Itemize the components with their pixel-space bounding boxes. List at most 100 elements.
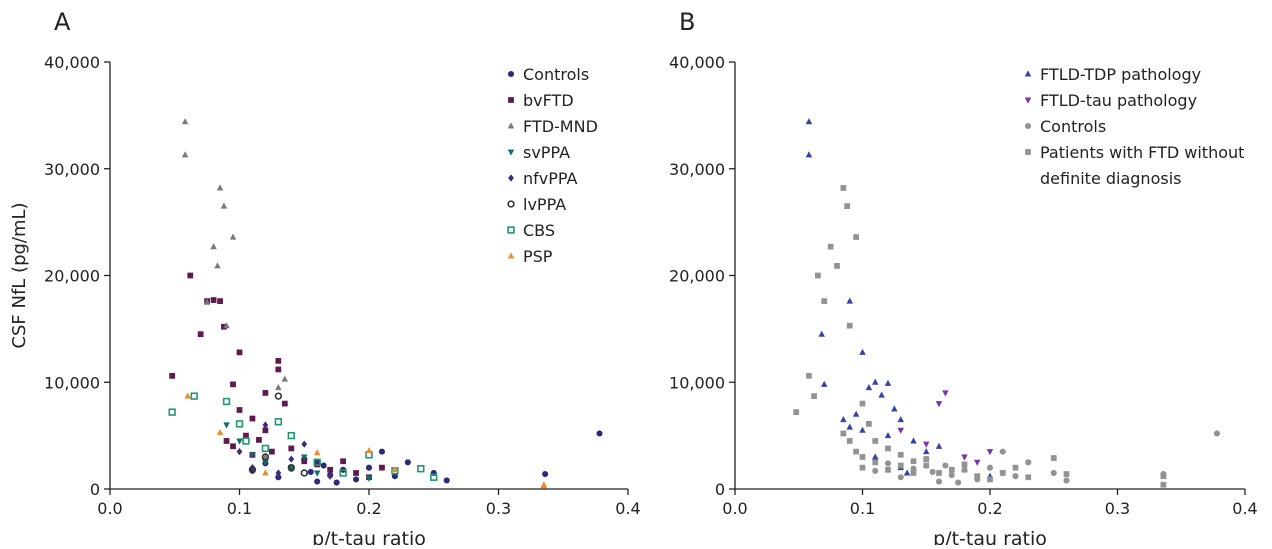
point: [1063, 477, 1070, 484]
point: [1024, 70, 1032, 77]
point: [281, 400, 288, 407]
point: [216, 184, 224, 191]
legend-marker: [1024, 97, 1032, 104]
point: [261, 453, 270, 461]
point: [942, 462, 949, 469]
point: [301, 458, 308, 465]
point: [236, 448, 243, 456]
point: [268, 448, 275, 455]
point: [287, 431, 295, 440]
panel-label: B: [679, 8, 695, 36]
x-axis-label: p/t-tau ratio: [312, 528, 426, 545]
point: [169, 372, 176, 379]
point: [221, 323, 227, 330]
point: [507, 252, 515, 259]
point: [793, 409, 800, 416]
point: [1025, 474, 1032, 481]
point: [187, 272, 194, 279]
point: [961, 454, 968, 461]
point: [884, 379, 892, 386]
point: [1050, 469, 1057, 477]
legend-marker: [1024, 122, 1032, 130]
point: [236, 438, 243, 445]
point: [999, 448, 1006, 455]
y-tick-label: 30,000: [669, 160, 725, 179]
legend-marker: [507, 70, 515, 78]
x-tick-label: 0.2: [977, 499, 1002, 518]
point: [216, 428, 224, 435]
point: [275, 366, 282, 373]
point: [274, 418, 283, 426]
point: [313, 470, 321, 477]
legend-item: bvFTD: [505, 88, 665, 114]
point: [859, 348, 866, 355]
y-tick-label: 40,000: [669, 53, 725, 72]
point: [885, 445, 891, 452]
point: [853, 234, 860, 240]
point: [236, 407, 243, 413]
legend-marker: [508, 174, 514, 182]
point: [443, 477, 450, 484]
x-tick-label: 0.3: [1105, 499, 1130, 518]
legend-marker: [1024, 70, 1032, 77]
legend-label: nfvPPA: [523, 169, 578, 188]
point: [262, 459, 269, 466]
y-tick-label: 10,000: [44, 373, 100, 392]
point: [262, 390, 269, 396]
point: [844, 203, 851, 209]
point: [884, 460, 892, 467]
point: [313, 449, 321, 456]
point: [214, 262, 221, 269]
point: [1160, 473, 1167, 480]
point: [853, 448, 860, 455]
point: [404, 459, 411, 466]
y-axis-label: CSF NfL (pg/mL): [9, 202, 30, 348]
points: [793, 118, 1221, 488]
point: [300, 469, 308, 477]
point: [1024, 97, 1032, 104]
x-tick-label: 0.0: [97, 499, 122, 518]
point: [352, 476, 360, 483]
point: [948, 466, 955, 473]
point: [507, 200, 515, 208]
point: [942, 390, 949, 397]
legend-label: FTLD-TDP pathology: [1040, 65, 1202, 84]
point: [1012, 464, 1019, 471]
point: [1050, 455, 1057, 461]
point: [974, 473, 981, 480]
point: [827, 243, 834, 250]
point: [1024, 122, 1032, 130]
point: [923, 441, 930, 448]
point: [275, 383, 282, 391]
panel-label: A: [54, 8, 71, 36]
legend-label: Controls: [523, 65, 590, 84]
point: [1213, 430, 1221, 437]
point: [340, 458, 346, 465]
legend-label: Controls: [1040, 117, 1107, 136]
point: [805, 151, 813, 158]
point: [903, 469, 911, 476]
point: [168, 408, 176, 416]
point: [197, 331, 204, 338]
point: [210, 243, 217, 250]
point: [1160, 481, 1167, 488]
point: [1063, 471, 1070, 477]
legend-item: nfvPPA: [505, 166, 665, 192]
point: [859, 426, 866, 433]
point: [507, 70, 515, 78]
point: [210, 297, 217, 303]
point: [327, 466, 334, 473]
point: [287, 463, 295, 472]
legend-marker: [507, 226, 515, 234]
point: [961, 461, 968, 468]
point: [986, 449, 994, 456]
point: [846, 297, 853, 304]
point: [897, 462, 904, 469]
point: [872, 459, 879, 466]
legend-label: PSP: [523, 247, 553, 266]
point: [872, 378, 879, 385]
point: [275, 474, 282, 481]
point: [281, 375, 289, 382]
legend-item: PSP: [505, 244, 665, 270]
